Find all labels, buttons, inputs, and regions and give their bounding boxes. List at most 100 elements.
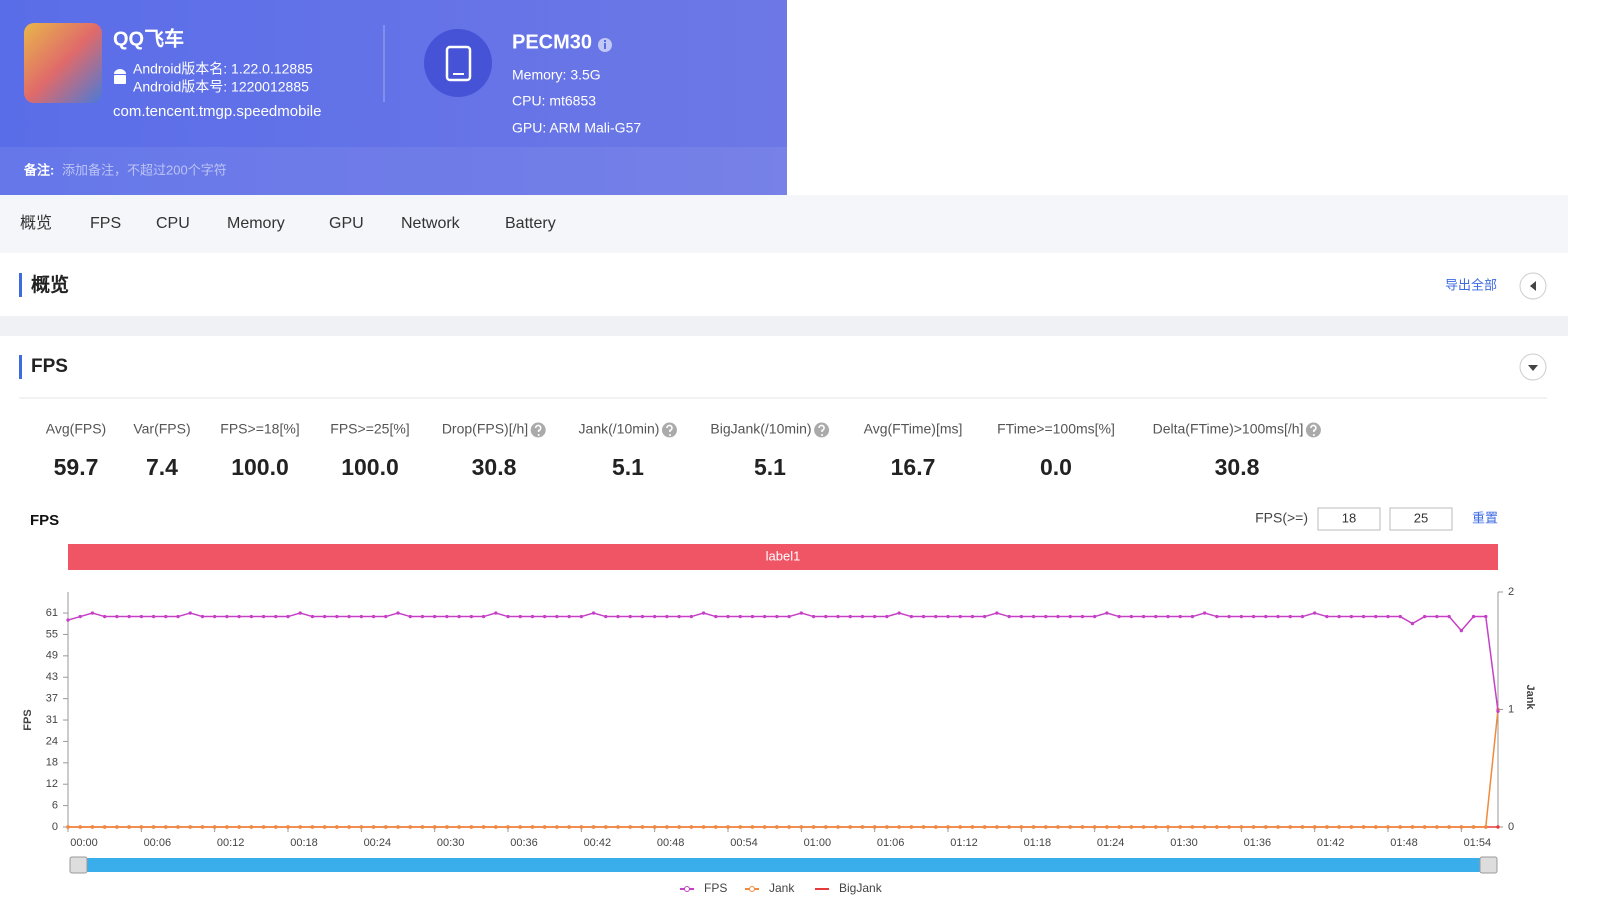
data-point bbox=[897, 611, 901, 615]
data-point bbox=[836, 614, 840, 619]
legend-label[interactable]: BigJank bbox=[839, 881, 883, 895]
data-point bbox=[1007, 825, 1011, 829]
x-tick-label: 01:42 bbox=[1317, 837, 1345, 849]
data-point bbox=[310, 614, 315, 619]
tab[interactable]: FPS bbox=[90, 215, 121, 232]
data-point bbox=[1044, 614, 1048, 619]
info-icon[interactable] bbox=[598, 38, 612, 52]
y-tick-label: 0 bbox=[52, 821, 58, 833]
threshold-input[interactable] bbox=[1389, 507, 1453, 531]
band-label: label1 bbox=[766, 548, 801, 563]
metric-value: 7.4 bbox=[146, 454, 178, 480]
data-point bbox=[604, 825, 608, 829]
data-point bbox=[371, 614, 376, 619]
data-point bbox=[689, 825, 694, 829]
legend-label[interactable]: FPS bbox=[704, 881, 727, 895]
data-point bbox=[1496, 825, 1500, 829]
data-point bbox=[445, 825, 449, 829]
data-point bbox=[542, 614, 547, 619]
data-point bbox=[738, 614, 742, 619]
section-marker bbox=[19, 273, 22, 297]
data-point bbox=[1129, 614, 1134, 619]
reset-link[interactable]: 重置 bbox=[1472, 510, 1498, 525]
data-point bbox=[176, 614, 180, 619]
data-point bbox=[762, 614, 767, 619]
data-point bbox=[1105, 611, 1109, 615]
data-point bbox=[1312, 611, 1317, 615]
note-input[interactable]: 添加备注，不超过200个字符 bbox=[62, 162, 227, 177]
data-point bbox=[90, 611, 95, 615]
slider-handle[interactable] bbox=[1479, 856, 1498, 874]
data-point bbox=[860, 614, 865, 619]
data-point bbox=[469, 614, 474, 619]
x-tick-label: 00:00 bbox=[70, 837, 98, 849]
slider-handle[interactable] bbox=[69, 856, 88, 874]
data-point bbox=[1386, 825, 1390, 829]
data-point bbox=[1227, 825, 1231, 829]
metric-label: BigJank(/10min) bbox=[710, 421, 811, 437]
legend-label[interactable]: Jank bbox=[769, 881, 795, 895]
data-point bbox=[298, 825, 302, 829]
y2-tick-label: 1 bbox=[1508, 703, 1514, 715]
metric-label: Avg(FTime)[ms] bbox=[864, 421, 963, 437]
data-point bbox=[1374, 825, 1378, 829]
metric-value: 100.0 bbox=[341, 454, 399, 480]
data-point bbox=[1435, 825, 1439, 829]
data-point bbox=[1312, 825, 1317, 829]
data-point bbox=[665, 825, 669, 829]
collapse-button[interactable] bbox=[1519, 272, 1547, 300]
data-point bbox=[982, 825, 987, 829]
threshold-input[interactable] bbox=[1317, 507, 1381, 531]
metric-value: 5.1 bbox=[612, 454, 644, 480]
metric-value: 30.8 bbox=[472, 454, 517, 480]
y-tick-label: 61 bbox=[46, 607, 58, 619]
data-point bbox=[946, 614, 950, 619]
help-icon bbox=[537, 434, 540, 436]
device-gpu: GPU: ARM Mali-G57 bbox=[512, 120, 641, 136]
data-point bbox=[1447, 825, 1451, 829]
metric-value: 100.0 bbox=[231, 454, 289, 480]
x-tick-label: 00:54 bbox=[730, 837, 758, 849]
data-point bbox=[640, 825, 645, 829]
data-point bbox=[408, 614, 412, 619]
x-tick-label: 01:12 bbox=[950, 837, 978, 849]
data-point bbox=[1141, 614, 1146, 619]
tab[interactable]: 概览 bbox=[20, 214, 52, 232]
data-point bbox=[1166, 614, 1170, 619]
help-icon bbox=[821, 434, 824, 436]
export-link[interactable]: 导出全部 bbox=[1445, 277, 1497, 292]
chart-title: FPS bbox=[30, 512, 59, 529]
data-point bbox=[628, 614, 632, 619]
y-tick-label: 24 bbox=[46, 735, 58, 747]
help-icon bbox=[666, 424, 673, 432]
data-point bbox=[1154, 614, 1158, 619]
data-point bbox=[322, 825, 327, 829]
device-name: PECM30 bbox=[512, 31, 592, 53]
data-point bbox=[1166, 825, 1170, 829]
data-point bbox=[995, 611, 999, 615]
data-point bbox=[677, 614, 681, 619]
data-point bbox=[934, 825, 938, 829]
tab[interactable]: Network bbox=[401, 215, 461, 232]
metric-value: 59.7 bbox=[54, 454, 99, 480]
data-point bbox=[1435, 614, 1439, 619]
tab[interactable]: Memory bbox=[227, 215, 285, 232]
expand-button[interactable] bbox=[1519, 353, 1547, 381]
zoom-slider[interactable] bbox=[70, 858, 1497, 872]
data-point bbox=[176, 825, 180, 829]
data-point bbox=[164, 825, 168, 829]
data-point bbox=[518, 614, 522, 619]
tab[interactable]: CPU bbox=[156, 215, 190, 232]
data-point bbox=[836, 825, 840, 829]
tab[interactable]: Battery bbox=[505, 215, 556, 232]
data-point bbox=[139, 825, 144, 829]
data-point bbox=[249, 825, 254, 829]
data-point bbox=[1300, 614, 1305, 619]
metric-label: FTime>=100ms[%] bbox=[997, 421, 1115, 437]
section-title: 概览 bbox=[31, 273, 69, 296]
data-point bbox=[359, 825, 364, 829]
data-point bbox=[432, 825, 437, 829]
tab[interactable]: GPU bbox=[329, 215, 364, 232]
data-point bbox=[151, 614, 156, 619]
